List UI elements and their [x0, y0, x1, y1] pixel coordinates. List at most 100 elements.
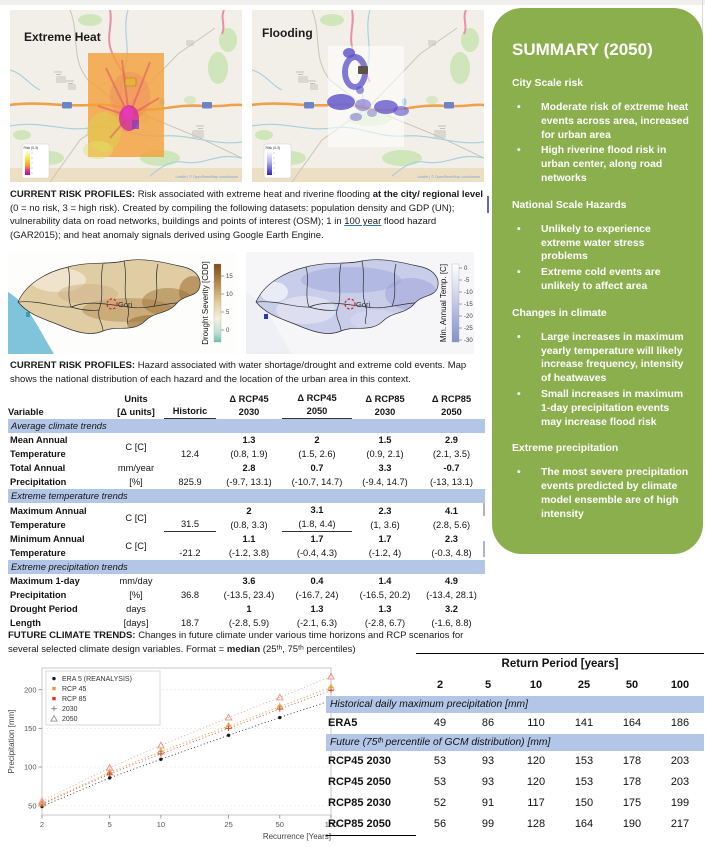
delta-cell: 1.1 (-1.2, 3.8) — [216, 532, 282, 560]
units-cell: mm/day [%] — [108, 574, 164, 602]
table-row: Maximum 1-day Precipitation mm/day [%] 36.8… — [8, 574, 485, 602]
text: Maximum 1-day — [10, 576, 80, 586]
text: (-1.2, 4) — [368, 548, 402, 558]
text: mm/day — [119, 576, 153, 586]
text: [%] — [129, 477, 143, 487]
text: (-0.4, 4.3) — [296, 548, 338, 558]
svg-text:2030: 2030 — [62, 706, 78, 713]
city-label: Gori — [118, 300, 133, 309]
map-risk-legend: Risk (0-3) — [263, 143, 292, 179]
text: 4.9 — [445, 576, 458, 586]
text: (2.8, 5.6) — [432, 520, 471, 530]
section-band-label: Extreme temperature trends — [8, 489, 485, 503]
text: 0.7 — [310, 463, 324, 473]
caption-segment: FUTURE CLIMATE TRENDS: — [8, 630, 139, 641]
text: 3.3 — [378, 463, 392, 473]
change-bar — [483, 500, 485, 516]
caption-segment: at the city/ regional level — [372, 189, 484, 200]
text: Δ RCP85 — [365, 394, 405, 404]
table-row: Drought Period Length days [days] 18.7 1 (-2.… — [8, 602, 485, 630]
sea-area — [246, 292, 292, 354]
text: (-1.6, 8.8) — [431, 618, 472, 628]
text: 1.7 — [310, 534, 324, 544]
flood-risk-overlay — [327, 46, 409, 147]
value-cell: 93 — [481, 755, 495, 767]
text: (-13.5, 23.4) — [223, 590, 275, 600]
value-cell: 56 — [433, 818, 447, 831]
text: 31.5 — [164, 517, 216, 532]
value-cell: 141 — [574, 717, 594, 729]
text: Drought Period — [10, 604, 78, 614]
text: Δ RCP85 — [431, 394, 472, 404]
scenario-label: RCP45 2050 — [328, 776, 391, 788]
text: Temperature — [10, 449, 66, 459]
text — [164, 461, 216, 475]
delta-cell: 2 (0.8, 3.3) — [216, 503, 282, 532]
historic-cell: 12.4 — [164, 433, 216, 461]
delta-cell: 2.8 (-9.7, 13.1) — [216, 461, 282, 489]
bullet-text: Extreme cold events are unlikely to affe… — [541, 267, 661, 292]
bullet-text: The most severe precipitation events pre… — [541, 467, 689, 520]
svg-text:Recurrence [Years]: Recurrence [Years] — [263, 832, 331, 841]
variable-cell: Drought Period Length — [8, 602, 108, 630]
delta-cell: 3.1 (1.8, 4.4) — [282, 503, 352, 532]
delta-cell: 1.3 (0.8, 1.9) — [216, 433, 282, 461]
delta-cell: 4.1 (2.8, 5.6) — [418, 503, 485, 532]
text: [days] — [123, 618, 149, 628]
value-cell: 117 — [527, 797, 545, 809]
summary-bullet: • Moderate risk of extreme heat events ac… — [512, 101, 690, 142]
climate-trends-table: Variable Units [Δ units] Historic Δ RCP45 20… — [8, 389, 485, 630]
value-cell: 93 — [481, 776, 495, 788]
change-bar — [483, 541, 485, 557]
text: (-0.3, 4.8) — [431, 548, 472, 558]
text: (-2.8, 6.7) — [364, 618, 406, 628]
map-attribution: Leaflet | © OpenStreetMap contributors — [417, 175, 480, 179]
text: 2.9 — [445, 435, 458, 445]
svg-text:200: 200 — [24, 685, 37, 694]
delta-cell: 3.3 (-9.4, 14.7) — [352, 461, 418, 489]
section-band-row: Future (75ᵗʰ percentile of GCM distribut… — [326, 734, 704, 751]
value-cell: 164 — [622, 717, 642, 729]
svg-text:5: 5 — [226, 310, 230, 316]
section-band-label: Historical daily maximum precipitation [… — [326, 696, 704, 713]
value-cell: 217 — [670, 818, 690, 831]
delta-cell: 3.6 (-13.5, 23.4) — [216, 574, 282, 602]
text: 2.3 — [445, 534, 458, 544]
svg-text:RCP 45: RCP 45 — [62, 686, 86, 693]
text: 2050 — [441, 407, 462, 417]
summary-bullet-list: • Unlikely to experience extreme water st… — [512, 223, 690, 294]
text: (-2.1, 6.3) — [296, 618, 338, 628]
text: (0.9, 2.1) — [366, 449, 404, 459]
summary-bullet: • The most severe precipitation events pr… — [512, 466, 690, 521]
delta-cell: -0.7 (-13, 13.1) — [418, 461, 485, 489]
section-band-row: Average climate trends — [8, 419, 485, 433]
extreme-heat-map: Risk (0-3) Extreme Heat Leaflet | © Open… — [10, 10, 242, 182]
value-cell: 91 — [481, 797, 495, 809]
text: C [C] — [125, 513, 147, 523]
colorbar-ticks: 15 10 5 0 — [226, 274, 233, 334]
text: (-16.5, 20.2) — [359, 590, 411, 600]
value-cell: 203 — [670, 755, 690, 767]
text: 2050 — [282, 405, 352, 419]
table-row: RCP45 2050 53 93 120 153 178 203 — [326, 772, 704, 793]
colorbar — [451, 263, 460, 343]
text: 0.4 — [310, 576, 324, 586]
bullet-glyph: • — [517, 102, 521, 113]
text: 1 — [246, 604, 252, 614]
historic-cell: 36.8 — [164, 574, 216, 602]
return-column-label: 50 — [625, 679, 639, 691]
variable-cell: Maximum 1-day Precipitation — [8, 574, 108, 602]
summary-panel: SUMMARY (2050) City Scale risk • Moderate … — [492, 8, 703, 554]
historic-cell: -21.2 — [164, 532, 216, 560]
table-row: RCP85 2030 52 91 117 150 175 199 — [326, 793, 704, 814]
region-boundaries — [17, 259, 201, 334]
text: Historic — [164, 405, 216, 419]
units-cell: C [C] — [108, 503, 164, 532]
map-title: Extreme Heat — [24, 30, 101, 44]
value-cell: 175 — [622, 797, 642, 809]
summary-bullet: • Small increases in maximum 1-day precip… — [512, 388, 690, 429]
summary-bullet-list: • The most severe precipitation events pr… — [512, 466, 690, 521]
summary-section-heading: National Scale Hazards — [512, 199, 627, 211]
sea-area — [8, 292, 54, 354]
map-risk-legend: Risk (0-3) — [21, 143, 50, 179]
